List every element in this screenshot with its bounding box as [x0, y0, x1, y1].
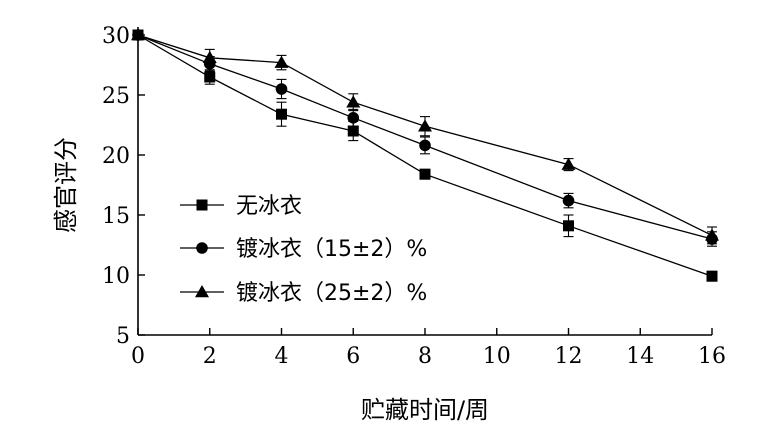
data-point-circle [419, 139, 431, 152]
y-axis-title: 感官评分 [52, 137, 80, 233]
legend-entry-circle: 镀冰衣（15±2）% [180, 237, 427, 262]
data-point-triangle [202, 50, 217, 64]
x-axis-title: 贮藏时间/周 [361, 396, 489, 424]
axes: 0 2 4 6 8 10 12 14 16 5 10 15 20 25 30 [102, 24, 726, 369]
data-point-square [563, 220, 574, 232]
y-tick-label-20: 20 [102, 144, 130, 169]
legend-label: 无冰衣 [236, 194, 302, 219]
y-tick-label-25: 25 [102, 84, 130, 109]
legend-entry-square: 无冰衣 [180, 194, 302, 219]
x-tick-label-6: 6 [346, 344, 360, 369]
data-point-triangle [561, 157, 576, 170]
legend-label: 镀冰衣（15±2）% [236, 237, 427, 262]
x-tick-label-10: 10 [483, 344, 511, 369]
data-point-square [347, 125, 359, 137]
data-point-triangle [418, 119, 432, 132]
y-tick-label-15: 15 [102, 204, 130, 229]
legend-marker-circle [196, 242, 208, 254]
x-tick-label-16: 16 [698, 344, 726, 369]
x-tick-label-0: 0 [131, 344, 145, 369]
series-layer [131, 28, 719, 282]
y-tick-label-10: 10 [102, 264, 130, 289]
data-point-circle [562, 194, 575, 207]
data-point-triangle [131, 28, 145, 41]
data-point-square [204, 71, 216, 83]
data-point-triangle [274, 55, 289, 68]
legend-entry-triangle: 镀冰衣（25±2）% [180, 281, 427, 306]
data-point-triangle [705, 228, 719, 241]
data-point-circle [347, 112, 360, 124]
data-point-square [706, 270, 718, 282]
data-point-circle [275, 83, 288, 95]
x-tick-label-4: 4 [275, 344, 289, 369]
legend-marker-triangle [195, 285, 209, 298]
y-tick-label-30: 30 [102, 24, 130, 49]
series-circle [132, 29, 718, 247]
x-tick-label-12: 12 [555, 344, 583, 369]
data-point-square [276, 108, 287, 120]
y-tick-label-5: 5 [116, 324, 130, 349]
series-triangle [131, 28, 719, 245]
x-tick-label-14: 14 [626, 344, 654, 369]
data-point-square [419, 168, 431, 180]
x-tick-label-8: 8 [418, 344, 432, 369]
x-tick-label-2: 2 [203, 344, 217, 369]
legend-marker-square [196, 199, 208, 211]
data-point-triangle [346, 95, 361, 108]
legend-label: 镀冰衣（25±2）% [236, 281, 427, 306]
